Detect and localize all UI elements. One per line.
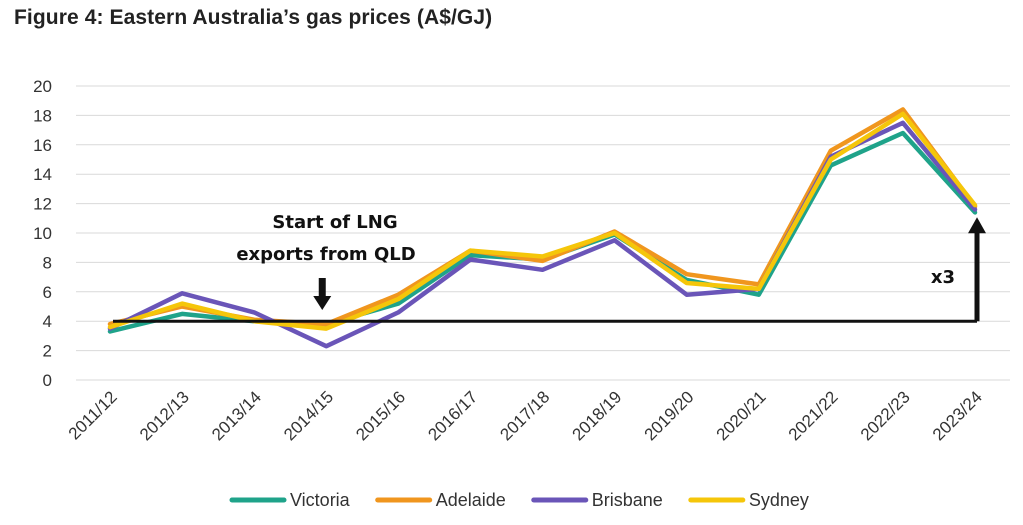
series-line-brisbane [107,120,978,349]
x-tick-label: 2023/24 [929,387,986,444]
x-axis-ticks: 2011/12 2012/13 2013/14 2014/15 2015/16 2016/… [65,387,986,444]
annotations: Start of LNG exports from QLD x3 [113,212,986,323]
multiplier-label: x3 [931,267,955,288]
series-line-sydney [107,111,978,331]
y-tick-label: 20 [33,77,52,96]
y-tick-label: 16 [33,136,52,155]
legend-label-brisbane: Brisbane [592,490,663,510]
y-tick-label: 0 [43,371,52,390]
x-tick-label: 2018/19 [569,387,626,444]
y-tick-label: 14 [33,165,52,184]
x-tick-label: 2019/20 [641,387,698,444]
x-tick-label: 2014/15 [280,387,337,444]
x-tick-label: 2015/16 [352,387,409,444]
series-line-victoria [107,130,978,334]
lng-annotation-line2: exports from QLD [236,244,415,265]
legend-label-sydney: Sydney [749,490,809,510]
x-tick-label: 2020/21 [713,387,770,444]
up-arrow-head [968,217,986,234]
legend: Victoria Adelaide Brisbane Sydney [229,490,809,510]
y-tick-label: 12 [33,195,52,214]
y-axis-ticks: 0 2 4 6 8 10 12 14 16 18 20 [33,77,52,390]
y-tick-label: 2 [43,342,52,361]
chart-title: Figure 4: Eastern Australia’s gas prices… [14,6,493,29]
x-tick-label: 2017/18 [496,387,553,444]
legend-label-adelaide: Adelaide [436,490,506,510]
x-tick-label: 2011/12 [65,387,121,443]
lng-annotation-line1: Start of LNG [272,212,397,233]
legend-label-victoria: Victoria [290,490,351,510]
x-tick-label: 2012/13 [136,387,193,444]
y-tick-label: 10 [33,224,52,243]
x-tick-label: 2021/22 [785,387,842,444]
x-tick-label: 2016/17 [424,387,481,444]
down-arrow-head [313,296,332,310]
y-tick-label: 18 [33,106,52,125]
x-tick-label: 2013/14 [208,387,265,444]
y-tick-label: 8 [43,253,52,272]
y-tick-label: 4 [43,312,52,331]
x-tick-label: 2022/23 [857,387,914,444]
y-tick-label: 6 [43,283,52,302]
